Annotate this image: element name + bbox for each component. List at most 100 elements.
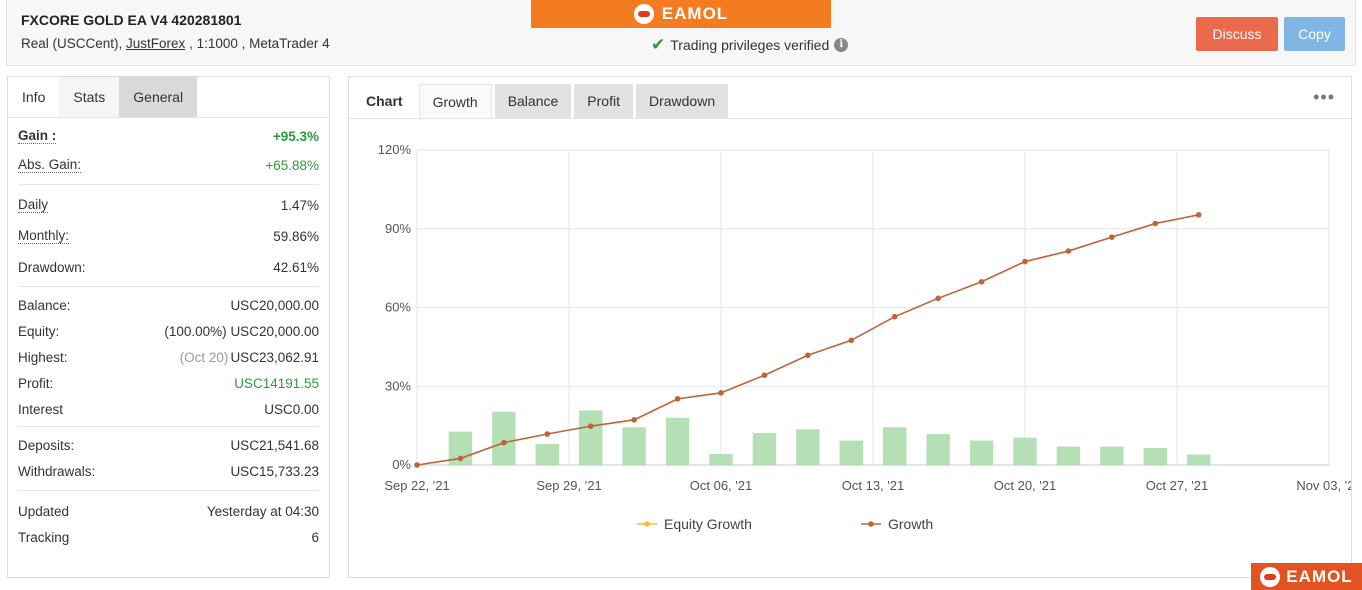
profit-value: USC14191.55 [234, 375, 319, 391]
stat-withdrawals: Withdrawals: USC15,733.23 [18, 458, 319, 484]
profit-bar [796, 429, 820, 465]
legend-equity-label: Equity Growth [664, 516, 752, 532]
divider [18, 286, 319, 292]
corner-logo-text: EAMOL [1286, 566, 1353, 586]
divider [18, 184, 319, 190]
growth-point [674, 396, 681, 402]
profit-bar [1056, 446, 1081, 465]
tab-drawdown[interactable]: Drawdown [635, 84, 729, 118]
eamol-corner-logo: EAMOL [1251, 563, 1362, 590]
stat-drawdown: Drawdown: 42.61% [18, 252, 319, 282]
stat-abs-gain: Abs. Gain: +65.88% [18, 149, 319, 181]
abs-gain-label[interactable]: Abs. Gain: [18, 157, 82, 173]
growth-point [501, 439, 507, 446]
profit-bar [969, 440, 994, 465]
tab-profit[interactable]: Profit [574, 84, 633, 118]
withdrawals-label: Withdrawals: [18, 463, 96, 479]
equity-value: USC20,000.00 [230, 323, 319, 339]
eamol-logo-icon [1260, 566, 1281, 587]
stat-interest: Interest USC0.00 [18, 396, 319, 422]
highest-date: (Oct 20) [179, 349, 229, 365]
profit-bar [882, 427, 907, 465]
stat-updated: Updated Yesterday at 04:30 [18, 498, 319, 524]
tab-balance[interactable]: Balance [494, 84, 572, 118]
gain-label[interactable]: Gain : [18, 128, 57, 144]
copy-button[interactable]: Copy [1284, 17, 1345, 51]
y-tick-label: 60% [385, 300, 411, 315]
tracking-value: 6 [311, 529, 319, 545]
profit-bar [1100, 446, 1124, 465]
interest-label: Interest [18, 401, 64, 417]
growth-point [718, 390, 724, 396]
tab-stats[interactable]: Stats [59, 77, 120, 117]
tab-growth[interactable]: Growth [418, 84, 492, 118]
legend-growth-marker [868, 521, 874, 527]
profit-bar [622, 427, 646, 465]
stats-tabs: Info Stats General [8, 77, 329, 118]
tab-general[interactable]: General [119, 77, 198, 117]
more-dots-icon[interactable]: ••• [1313, 87, 1335, 107]
x-tick-label: Oct 27, '21 [1146, 478, 1208, 493]
profit-bar [578, 410, 603, 465]
info-icon[interactable]: i [834, 38, 849, 52]
broker-link[interactable]: JustForex [126, 36, 186, 51]
x-tick-label: Oct 20, '21 [994, 478, 1056, 493]
growth-point [587, 423, 594, 429]
growth-line [416, 214, 1199, 466]
profit-bar [492, 411, 516, 465]
updated-value: Yesterday at 04:30 [206, 503, 319, 519]
y-tick-label: 0% [392, 457, 411, 472]
stat-equity: Equity: (100.00%) USC20,000.00 [18, 318, 319, 344]
account-type: Real (USCCent), [21, 36, 127, 51]
profit-bar [752, 432, 777, 465]
account-details: , 1:1000 , MetaTrader 4 [185, 36, 330, 51]
eamol-banner: EAMOL [531, 0, 831, 28]
growth-point [544, 431, 551, 437]
verification-status: ✔ Trading privileges verified i [651, 35, 849, 55]
y-tick-label: 90% [385, 221, 411, 236]
x-tick-label: Oct 13, '21 [842, 478, 904, 493]
profit-bar [1186, 454, 1211, 465]
divider [18, 490, 319, 498]
stats-panel: Info Stats General Gain : +95.3% Abs. Ga… [7, 76, 330, 578]
verified-text: Trading privileges verified [670, 37, 830, 53]
stat-daily: Daily 1.47% [18, 190, 319, 220]
legend-equity-marker [644, 521, 650, 527]
profit-bar [665, 417, 690, 465]
x-tick-label: Oct 06, '21 [690, 478, 752, 493]
account-info: Real (USCCent), JustForex , 1:1000 , Met… [21, 36, 330, 51]
growth-point [891, 313, 898, 320]
drawdown-value: 42.61% [273, 259, 319, 275]
profit-label: Profit: [18, 375, 54, 391]
legend-growth-label: Growth [888, 516, 933, 532]
system-title: FXCORE GOLD EA V4 420281801 [21, 12, 242, 28]
profit-bar [926, 434, 950, 465]
tab-info[interactable]: Info [22, 89, 46, 105]
equity-value-group: (100.00%) USC20,000.00 [164, 324, 319, 339]
profit-bar [1013, 437, 1037, 465]
gain-value: +95.3% [272, 128, 319, 144]
balance-value: USC20,000.00 [230, 297, 319, 313]
profit-bar [535, 444, 560, 465]
equity-label: Equity: [18, 323, 60, 339]
discuss-button[interactable]: Discuss [1196, 17, 1278, 51]
deposits-label: Deposits: [18, 437, 75, 453]
growth-point [457, 455, 464, 462]
deposits-value: USC21,541.68 [230, 437, 319, 453]
updated-label: Updated [18, 503, 70, 519]
highest-label: Highest: [18, 349, 68, 365]
daily-label[interactable]: Daily [18, 197, 49, 213]
highest-value: USC23,062.91 [230, 349, 319, 365]
stat-profit: Profit: USC14191.55 [18, 370, 319, 396]
x-tick-label: Nov 03, '21 [1296, 478, 1351, 493]
growth-point [1022, 258, 1028, 265]
stat-balance: Balance: USC20,000.00 [18, 292, 319, 318]
interest-value: USC0.00 [264, 401, 319, 417]
stat-highest: Highest: (Oct 20) USC23,062.91 [18, 344, 319, 370]
growth-point [805, 352, 811, 359]
tab-chart: Chart [353, 84, 416, 118]
drawdown-label: Drawdown: [18, 259, 86, 275]
monthly-label[interactable]: Monthly: [18, 228, 70, 244]
balance-label: Balance: [18, 297, 71, 313]
equity-percent: (100.00%) [164, 323, 227, 339]
